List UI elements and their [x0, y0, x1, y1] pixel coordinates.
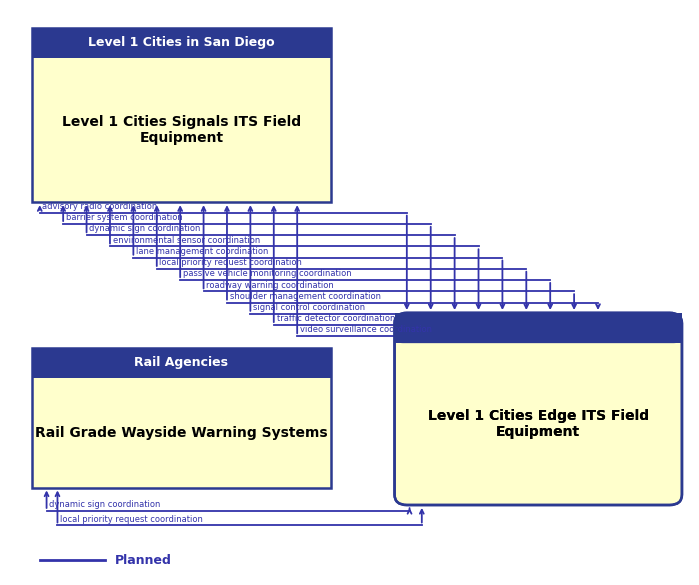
Text: local priority request coordination: local priority request coordination	[159, 258, 303, 267]
Text: video surveillance coordination: video surveillance coordination	[300, 325, 432, 335]
Text: advisory radio coordination: advisory radio coordination	[43, 202, 158, 211]
Text: Rail Agencies: Rail Agencies	[134, 356, 229, 370]
Text: Level 1 Cities in San Diego: Level 1 Cities in San Diego	[88, 36, 275, 49]
Bar	[31, 27, 331, 58]
Text: Level 1 Cities Edge ITS Field
Equipment: Level 1 Cities Edge ITS Field Equipment	[428, 409, 649, 439]
Bar	[394, 328, 682, 343]
Text: Level 1 Cities Signals ITS Field
Equipment: Level 1 Cities Signals ITS Field Equipme…	[62, 115, 301, 145]
Bar	[31, 348, 331, 487]
Text: passive vehicle monitoring coordination: passive vehicle monitoring coordination	[183, 269, 352, 278]
Text: traffic detector coordination: traffic detector coordination	[277, 314, 395, 323]
Text: Rail Grade Wayside Warning Systems: Rail Grade Wayside Warning Systems	[35, 426, 328, 440]
FancyBboxPatch shape	[394, 313, 682, 343]
Text: dynamic sign coordination: dynamic sign coordination	[89, 225, 201, 233]
Text: environmental sensor coordination: environmental sensor coordination	[113, 236, 260, 245]
Bar	[31, 27, 331, 202]
Bar	[394, 313, 682, 343]
Text: roadway warning coordination: roadway warning coordination	[206, 281, 334, 290]
Bar	[31, 348, 331, 378]
Text: lane management coordination: lane management coordination	[136, 247, 268, 256]
Text: local priority request coordination: local priority request coordination	[60, 515, 203, 524]
Text: Level 1 Cities Edge ITS Field
Equipment: Level 1 Cities Edge ITS Field Equipment	[428, 409, 649, 439]
Text: barrier system coordination: barrier system coordination	[66, 213, 182, 222]
Text: Planned: Planned	[115, 554, 172, 567]
FancyBboxPatch shape	[394, 313, 682, 505]
Text: dynamic sign coordination: dynamic sign coordination	[50, 500, 161, 509]
Text: signal control coordination: signal control coordination	[253, 303, 365, 312]
Text: shoulder management coordination: shoulder management coordination	[230, 292, 381, 301]
